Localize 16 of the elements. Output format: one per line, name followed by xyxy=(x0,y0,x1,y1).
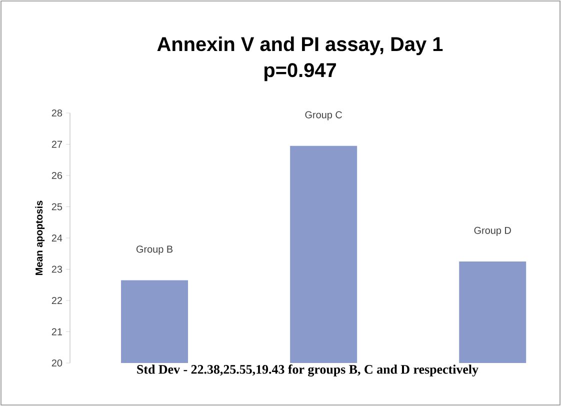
y-tick-label: 27 xyxy=(52,140,62,148)
x-tick-label: Group C xyxy=(305,111,342,120)
y-tick-label: 21 xyxy=(52,328,62,336)
y-tick-label: 20 xyxy=(52,359,62,367)
y-tick-label: 25 xyxy=(52,203,62,210)
y-tick-label: 22 xyxy=(52,297,62,304)
y-tick-label: 26 xyxy=(52,172,62,180)
x-tick-label: Group B xyxy=(136,246,173,255)
y-tick-label: 28 xyxy=(52,109,62,117)
x-axis-title: Std Dev - 22.38,25.55,19.43 for groups B, C and D respectively xyxy=(137,364,478,376)
y-tick-label: 23 xyxy=(52,266,62,273)
y-tick-label: 24 xyxy=(52,234,62,242)
y-axis-title: Mean apoptosis xyxy=(35,200,45,275)
x-tick-label: Group D xyxy=(474,226,511,236)
chart-title: Annexin V and PI assay, Day 1 xyxy=(157,36,443,56)
chart-subtitle: p=0.947 xyxy=(264,63,336,82)
